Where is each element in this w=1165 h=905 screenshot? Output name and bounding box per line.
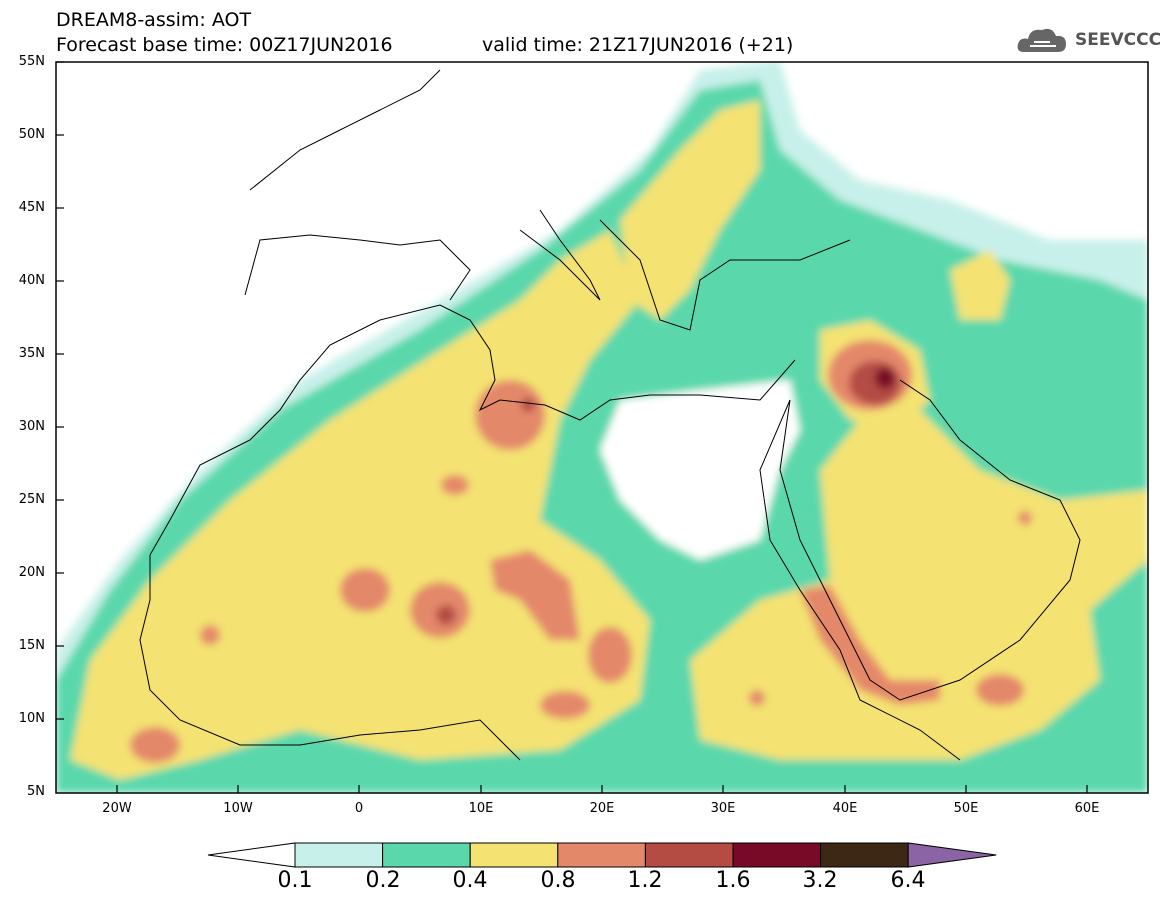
lon-label-10w: 10W — [223, 801, 253, 816]
colorbar — [207, 842, 997, 868]
colorbar-label: 1.2 — [627, 868, 663, 893]
colorbar-label: 0.2 — [365, 868, 401, 893]
colorbar-segment — [732, 842, 822, 868]
colorbar-segment — [820, 842, 909, 868]
colorbar-label: 0.4 — [452, 868, 488, 893]
forecast-base-time: Forecast base time: 00Z17JUN2016 — [56, 34, 393, 56]
lon-label-10e: 10E — [468, 801, 494, 816]
lon-label-60e: 60E — [1074, 801, 1100, 816]
colorbar-segment — [469, 842, 559, 868]
coastlines — [139, 69, 1081, 761]
lat-label-15n: 15N — [18, 638, 45, 653]
lat-label-30n: 30N — [18, 419, 45, 434]
lat-label-5n: 5N — [27, 784, 45, 799]
lat-label-35n: 35N — [18, 346, 45, 361]
colorbar-segment — [557, 842, 646, 868]
lon-label-40e: 40E — [832, 801, 858, 816]
lon-label-30e: 30E — [710, 801, 736, 816]
colorbar-arrow-low — [207, 842, 296, 868]
colorbar-segment — [382, 842, 471, 868]
lon-label-0: 0 — [354, 801, 364, 816]
lat-label-45n: 45N — [18, 200, 45, 215]
colorbar-label: 3.2 — [802, 868, 838, 893]
valid-time: valid time: 21Z17JUN2016 (+21) — [482, 34, 794, 56]
lat-label-20n: 20N — [18, 565, 45, 580]
axis-ticks — [56, 61, 1088, 793]
colorbar-label: 0.8 — [540, 868, 576, 893]
colorbar-segment — [644, 842, 734, 868]
logo-text: SEEVCCC — [1075, 30, 1162, 50]
lon-label-20e: 20E — [589, 801, 615, 816]
map-title: DREAM8-assim: AOT — [56, 9, 252, 31]
lat-label-10n: 10N — [18, 711, 45, 726]
colorbar-segment — [294, 842, 384, 868]
lat-label-50n: 50N — [18, 127, 45, 142]
colorbar-label: 6.4 — [890, 868, 926, 893]
cloud-logo-icon — [1017, 28, 1066, 52]
lat-label-55n: 55N — [18, 54, 45, 69]
lat-label-40n: 40N — [18, 273, 45, 288]
lon-label-20w: 20W — [102, 801, 132, 816]
colorbar-arrow-high — [907, 842, 997, 868]
lon-label-50e: 50E — [953, 801, 979, 816]
colorbar-label: 0.1 — [277, 868, 313, 893]
lat-label-25n: 25N — [18, 492, 45, 507]
colorbar-label: 1.6 — [715, 868, 751, 893]
